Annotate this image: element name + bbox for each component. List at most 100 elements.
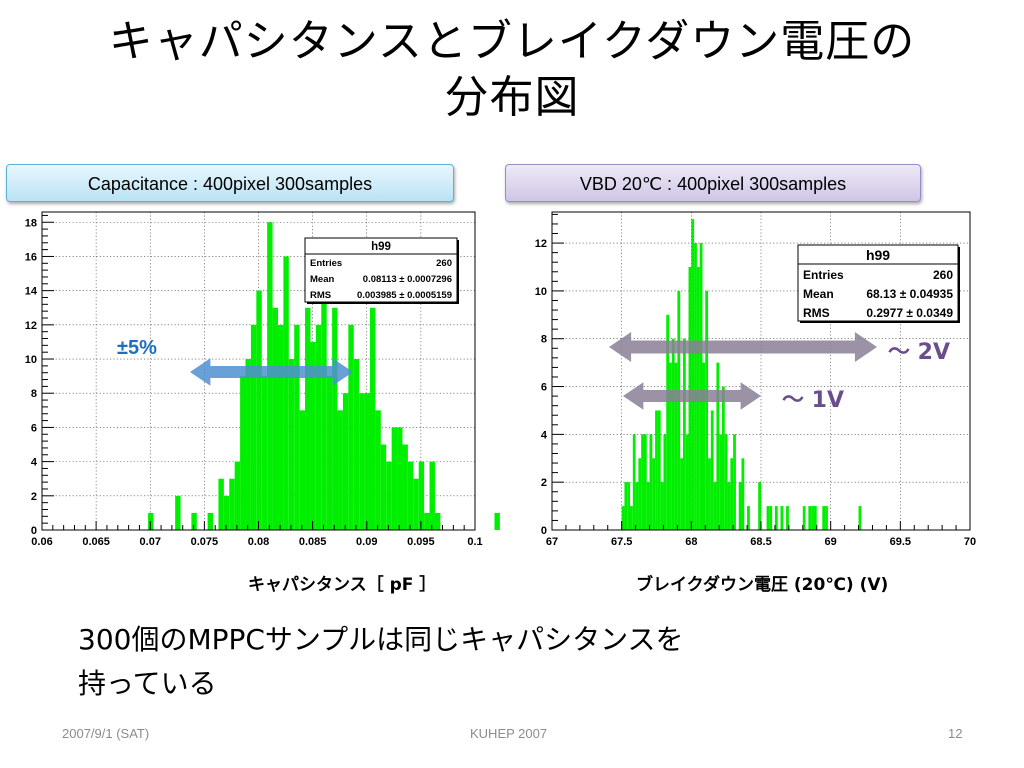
histogram-bar bbox=[386, 461, 392, 530]
histogram-bar bbox=[245, 359, 251, 530]
histogram-bar bbox=[148, 512, 154, 530]
histogram-bar bbox=[811, 506, 814, 530]
histogram-bar bbox=[733, 434, 736, 530]
title-line-2: 分布図 bbox=[444, 72, 580, 123]
histogram-bar bbox=[649, 434, 653, 530]
y-tick-label: 6 bbox=[541, 382, 547, 394]
annotation-2v: ～ 2V bbox=[888, 340, 950, 365]
y-tick-label: 8 bbox=[31, 388, 37, 400]
x-tick-label: 69.5 bbox=[890, 536, 911, 548]
x-tick-label: 0.065 bbox=[82, 536, 110, 548]
histogram-bar bbox=[424, 512, 430, 530]
histogram-bar bbox=[813, 506, 817, 530]
histogram-bar bbox=[691, 219, 695, 531]
histogram-bar bbox=[413, 478, 419, 530]
x-tick-label: 0.1 bbox=[467, 536, 482, 548]
y-tick-label: 4 bbox=[31, 457, 38, 469]
x-tick-label: 70 bbox=[964, 536, 976, 548]
histogram-bar bbox=[719, 434, 722, 530]
capacitance-label-box: Capacitance : 400pixel 300samples bbox=[6, 164, 454, 202]
histogram-bar bbox=[326, 376, 333, 530]
histogram-bar bbox=[337, 410, 343, 530]
histogram-bar bbox=[332, 307, 338, 530]
title-line-1: キャパシタンスとブレイクダウン電圧の bbox=[108, 16, 916, 67]
histogram-bar bbox=[741, 458, 745, 530]
histogram-bar bbox=[680, 458, 683, 530]
y-tick-label: 6 bbox=[31, 422, 37, 434]
histogram-bar bbox=[671, 338, 675, 530]
histogram-bar bbox=[191, 512, 197, 530]
x-tick-label: 0.08 bbox=[248, 536, 269, 548]
histogram-bar bbox=[342, 393, 349, 530]
histogram-bar bbox=[397, 427, 403, 530]
histogram-bar bbox=[730, 458, 734, 530]
histogram-bar bbox=[747, 506, 750, 530]
histogram-bar bbox=[305, 307, 311, 530]
stats-key: Mean bbox=[310, 274, 334, 285]
histogram-bar bbox=[635, 482, 639, 530]
histogram-bar bbox=[657, 410, 661, 530]
histogram-bar bbox=[348, 324, 354, 530]
histogram-bar bbox=[682, 338, 686, 530]
histogram-bar bbox=[369, 307, 376, 530]
histogram-bar bbox=[822, 506, 826, 530]
stats-frame bbox=[797, 244, 959, 322]
y-tick-label: 16 bbox=[25, 251, 37, 263]
x-tick-label: 0.07 bbox=[140, 536, 161, 548]
histogram-bar bbox=[786, 506, 789, 530]
stats-value: 0.2977 ± 0.0349 bbox=[866, 306, 953, 320]
x-tick-label: 69 bbox=[825, 536, 837, 548]
histogram-bar bbox=[677, 290, 681, 530]
histogram-bar bbox=[632, 434, 636, 530]
histogram-bar bbox=[294, 324, 300, 530]
histogram-bar bbox=[402, 444, 408, 530]
histogram-bar bbox=[627, 482, 631, 530]
conclusion-line-1: 300個のMPPCサンプルは同じキャパシタンスを bbox=[78, 623, 684, 656]
histogram-bar bbox=[702, 362, 706, 530]
stats-value: 260 bbox=[436, 258, 452, 269]
slide-title: キャパシタンスとブレイクダウン電圧の 分布図 bbox=[0, 14, 1024, 126]
annotation-1v: ～ 1V bbox=[782, 388, 844, 413]
histogram-bar bbox=[713, 482, 717, 530]
histogram-bar bbox=[234, 461, 241, 530]
histogram-bar bbox=[256, 290, 262, 530]
histogram-bar bbox=[663, 434, 667, 530]
footer-date: 2007/9/1 (SAT) bbox=[62, 726, 150, 741]
histogram-bar bbox=[808, 506, 812, 530]
vbd-label-box: VBD 20℃ : 400pixel 300samples bbox=[505, 164, 921, 202]
stats-key: Entries bbox=[803, 268, 844, 282]
y-tick-label: 8 bbox=[541, 334, 547, 346]
y-tick-label: 10 bbox=[535, 286, 547, 298]
histogram-bar bbox=[858, 506, 862, 530]
histogram-bar bbox=[655, 410, 658, 530]
histogram-bar bbox=[429, 461, 435, 530]
stats-title: h99 bbox=[866, 247, 890, 263]
spread-arrow-5pct bbox=[190, 358, 353, 386]
histogram-bar bbox=[175, 495, 181, 530]
histogram-bar bbox=[769, 506, 773, 530]
y-tick-label: 2 bbox=[541, 477, 547, 489]
stats-title: h99 bbox=[371, 241, 391, 253]
stats-box: h99 Entries 260 Mean 0.08113 ± 0.0007296 RMS 0… bbox=[304, 237, 459, 304]
capacitance-x-caption: キャパシタンス［ pF ］ bbox=[248, 575, 437, 595]
histogram-bar bbox=[283, 256, 289, 530]
histogram-bar bbox=[288, 359, 295, 530]
histogram-bar bbox=[685, 434, 689, 530]
histogram-1: 0.06 0.065 0.07 0.075 0.08 0.085 0.09 0.095 0.1 0… bbox=[25, 211, 500, 548]
histogram-bar bbox=[643, 434, 647, 530]
histogram-bar bbox=[261, 376, 268, 530]
x-tick-label: 0.09 bbox=[356, 536, 377, 548]
histogram-bar bbox=[315, 324, 322, 530]
histogram-bar bbox=[694, 243, 697, 530]
x-tick-label: 67.5 bbox=[611, 536, 632, 548]
y-tick-label: 10 bbox=[25, 354, 37, 366]
histogram-bar bbox=[660, 482, 664, 530]
histogram-bar bbox=[705, 290, 709, 530]
histogram-bar bbox=[418, 461, 425, 530]
x-tick-label: 0.095 bbox=[407, 536, 435, 548]
histogram-bar bbox=[218, 478, 224, 530]
stats-value: 0.08113 ± 0.0007296 bbox=[363, 274, 452, 285]
histogram-bar bbox=[359, 393, 365, 530]
y-tick-label: 18 bbox=[25, 217, 37, 229]
